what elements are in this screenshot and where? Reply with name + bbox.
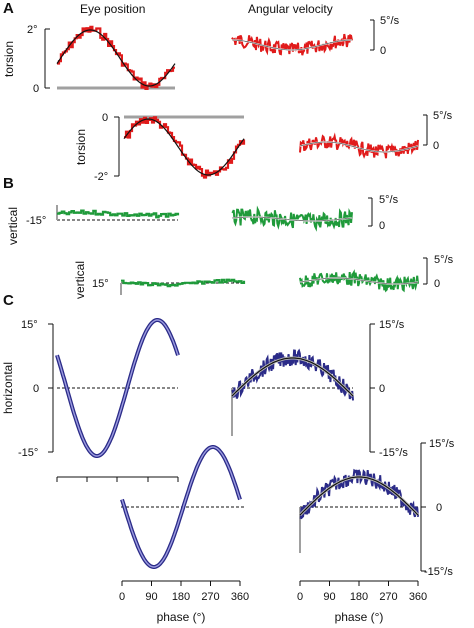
b1-velocity-tick-0: 0 bbox=[379, 220, 385, 232]
c2-trace bbox=[121, 446, 241, 568]
c2v-xtick-label-90: 90 bbox=[323, 591, 335, 603]
b1-position-plot: vertical -15° bbox=[6, 205, 180, 245]
a2-tick-top: 0 bbox=[102, 112, 108, 124]
c2-velocity-fit-gray bbox=[298, 475, 420, 517]
a1-velocity-trace bbox=[231, 33, 353, 56]
c1-trace bbox=[56, 319, 179, 457]
c2v-tick-mid: 0 bbox=[436, 502, 442, 514]
c2-xtick-label-0: 0 bbox=[119, 591, 125, 603]
a2-data-trace bbox=[124, 116, 246, 179]
c2-xtick-label-90: 90 bbox=[145, 591, 157, 603]
c2-velocity-fit bbox=[299, 476, 419, 516]
a1-velocity-tick-5: 5°/s bbox=[380, 15, 400, 27]
c1v-tick-mid: 0 bbox=[379, 383, 385, 395]
a2-velocity-plot: 5°/s 0 bbox=[299, 110, 453, 159]
c2v-x-ticks: 0 90 180 270 360 bbox=[297, 581, 427, 603]
a1-position-plot: 2° 0 torsion bbox=[2, 24, 176, 95]
b1-level-label: -15° bbox=[26, 215, 46, 227]
c2-xtick-label-360: 360 bbox=[231, 591, 249, 603]
b1-velocity-trace bbox=[231, 205, 353, 232]
c2-xtick-label-180: 180 bbox=[172, 591, 190, 603]
a2-fit-curve bbox=[123, 118, 245, 176]
c2v-tick-top: 15°/s bbox=[429, 438, 455, 450]
b2-velocity-trace bbox=[299, 269, 419, 293]
a1-velocity-tick-0: 0 bbox=[380, 45, 386, 57]
a1-velocity-plot: 5°/s 0 bbox=[231, 15, 400, 57]
c2-position-plot: 0 90 180 270 360 phase (°) bbox=[119, 445, 249, 624]
a1-ylabel: torsion bbox=[2, 41, 16, 77]
b2-level-label: 15° bbox=[92, 278, 109, 290]
a2-velocity-fit-outline bbox=[299, 141, 419, 153]
c1-tick-top: 15° bbox=[21, 319, 38, 331]
c2v-xtick-label-270: 270 bbox=[379, 591, 397, 603]
a1-velocity-fit-outline bbox=[232, 39, 352, 51]
c2-xtick-label-270: 270 bbox=[201, 591, 219, 603]
a2-position-plot: 0 -2° torsion bbox=[74, 112, 246, 183]
header-angular-velocity: Angular velocity bbox=[248, 2, 333, 16]
b1-velocity-plot: 5°/s 0 bbox=[231, 194, 399, 232]
c2-x-ticks: 0 90 180 270 360 bbox=[119, 581, 249, 603]
a2-tick-bottom: -2° bbox=[94, 171, 108, 183]
panel-letter-a: A bbox=[3, 0, 14, 17]
c1-tick-mid: 0 bbox=[33, 383, 39, 395]
header-eye-position: Eye position bbox=[80, 2, 145, 16]
c1-position-plot: horizontal 15° 0 -15° bbox=[1, 318, 180, 482]
a2-velocity-tick-5: 5°/s bbox=[433, 110, 453, 122]
c1-velocity-plot: 15°/s 0 -15°/s bbox=[230, 319, 408, 459]
c2v-xtick-label-0: 0 bbox=[297, 591, 303, 603]
c1-tick-bottom: -15° bbox=[18, 447, 38, 459]
b1-data-trace bbox=[57, 209, 180, 219]
a2-ylabel: torsion bbox=[74, 129, 88, 165]
c2v-xtick-label-360: 360 bbox=[409, 591, 427, 603]
panel-letter-c: C bbox=[3, 292, 14, 309]
b2-ylabel: vertical bbox=[73, 261, 87, 299]
b1-ylabel: vertical bbox=[6, 207, 20, 245]
c2v-tick-bottom: -15°/s bbox=[424, 566, 453, 578]
c1v-tick-bottom: -15°/s bbox=[379, 447, 408, 459]
b1-velocity-tick-5: 5°/s bbox=[379, 194, 399, 206]
b2-velocity-tick-0: 0 bbox=[434, 278, 440, 290]
c2-velocity-plot: 15°/s 0 -15°/s 0 90 180 270 360 phase (°) bbox=[297, 438, 455, 624]
a1-fit-curve bbox=[56, 29, 176, 87]
a1-data-trace bbox=[57, 25, 175, 90]
a1-tick-bottom: 0 bbox=[33, 83, 39, 95]
panel-letter-b: B bbox=[3, 175, 14, 192]
c1v-tick-top: 15°/s bbox=[379, 319, 405, 331]
a1-tick-top: 2° bbox=[27, 24, 38, 36]
b2-position-plot: vertical 15° bbox=[73, 261, 246, 299]
c1-ylabel: horizontal bbox=[1, 362, 15, 414]
c2v-xlabel: phase (°) bbox=[335, 610, 384, 624]
b2-velocity-tick-5: 5°/s bbox=[434, 254, 454, 266]
c1-velocity-fit bbox=[231, 357, 354, 397]
b2-velocity-plot: 5°/s 0 bbox=[299, 254, 454, 293]
c2v-xtick-label-180: 180 bbox=[350, 591, 368, 603]
c2-xlabel: phase (°) bbox=[157, 610, 206, 624]
b2-data-trace bbox=[121, 278, 246, 288]
b1-velocity-fit-outline bbox=[231, 216, 353, 222]
a2-velocity-tick-0: 0 bbox=[433, 140, 439, 152]
b2-velocity-fit-outline bbox=[299, 277, 419, 285]
